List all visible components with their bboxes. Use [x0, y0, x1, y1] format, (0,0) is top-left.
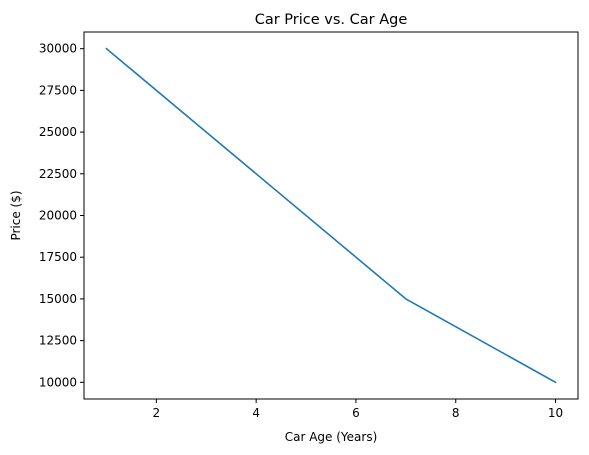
x-tick-label: 6: [352, 406, 360, 420]
chart-title: Car Price vs. Car Age: [255, 12, 408, 28]
x-tick-label: 10: [548, 406, 563, 420]
plot-area: [83, 31, 579, 400]
x-axis-ticks: 2 4 6 8 10: [153, 399, 563, 420]
x-tick-label: 8: [452, 406, 460, 420]
y-tick-label: 12500: [39, 334, 77, 348]
y-tick-label: 17500: [39, 250, 77, 264]
series-layer: [105, 47, 557, 384]
y-axis-ticks: 10000 12500 15000 17500 20000 22500 25000 27500…: [39, 42, 84, 389]
y-tick-label: 20000: [39, 209, 77, 223]
y-tick-label: 30000: [39, 42, 77, 56]
series-line: [105, 47, 557, 384]
x-tick-label: 4: [252, 406, 260, 420]
y-tick-label: 22500: [39, 167, 77, 181]
y-tick-label: 27500: [39, 83, 77, 97]
x-tick-label: 2: [153, 406, 161, 420]
y-axis-label: Price ($): [9, 190, 23, 240]
y-tick-label: 25000: [39, 125, 77, 139]
y-tick-label: 15000: [39, 292, 77, 306]
y-tick-label: 10000: [39, 375, 77, 389]
x-axis-label: Car Age (Years): [285, 430, 378, 444]
